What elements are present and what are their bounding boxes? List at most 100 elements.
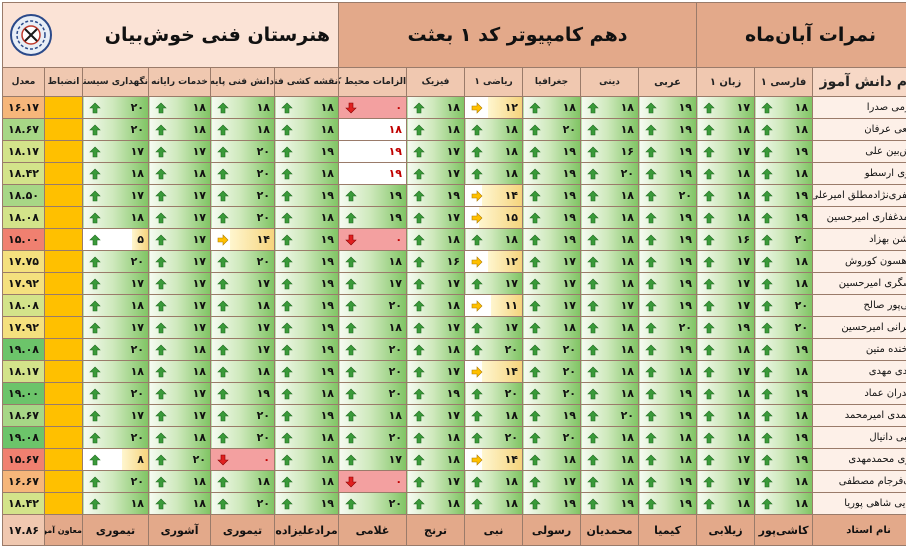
grade-cell-inner: ۱۷: [698, 142, 754, 162]
grade-cell: ۱۸: [580, 338, 640, 361]
grade-value: ۱۷: [388, 277, 403, 290]
arrow-up-icon: [645, 366, 657, 377]
arrow-up-icon: [703, 432, 715, 443]
grade-value: ۱۸: [620, 277, 635, 290]
grade-value: ۱۷: [736, 365, 751, 378]
behavior-cell: [44, 470, 84, 493]
grade-cell-inner: ۱۸: [582, 208, 638, 228]
grade-cell-inner: ۱۷: [408, 406, 464, 426]
grade-cell: ۱۷: [522, 250, 582, 273]
grade-value: ۱۷: [562, 475, 577, 488]
average-cell: ۱۸.۱۷: [1, 360, 46, 383]
column-header-average: معدل: [1, 67, 46, 97]
grade-value: ۱۸: [504, 167, 519, 180]
arrow-up-icon: [217, 146, 229, 157]
arrow-up-icon: [413, 146, 425, 157]
grade-cell: ۱۸: [696, 162, 756, 185]
grade-value: ۲۰: [794, 233, 809, 246]
arrow-up-icon: [645, 322, 657, 333]
grade-cell-inner: ۱۸: [698, 340, 754, 360]
grade-cell: ۱۷: [82, 272, 150, 295]
average-cell: ۱۹.۰۸: [1, 426, 46, 449]
arrow-up-icon: [281, 344, 293, 355]
grade-cell-inner: ۱۷: [698, 252, 754, 272]
grade-cell-inner: ۱۸: [340, 120, 406, 140]
grade-value: ۱۷: [562, 299, 577, 312]
grade-cell: ۱۸: [82, 492, 150, 515]
total-average: ۱۷.۸۶: [1, 514, 46, 546]
student-name: بدیعی عرفان: [812, 118, 906, 141]
arrow-up-icon: [587, 344, 599, 355]
grade-value: ۱۷: [446, 277, 461, 290]
grade-cell: ۱۷: [148, 294, 212, 317]
behavior-cell: [44, 382, 84, 405]
arrow-up-icon: [217, 300, 229, 311]
grade-value: ۲۰: [130, 255, 145, 268]
grade-cell: ۱۶: [580, 140, 640, 163]
arrow-up-icon: [217, 102, 229, 113]
grade-cell: ۱۸: [638, 426, 698, 449]
grade-value: ۱۹: [794, 211, 809, 224]
grade-cell: ۱۷: [148, 140, 212, 163]
grade-cell: ۱۹: [406, 382, 466, 405]
grade-cell-inner: ۱۹: [756, 340, 812, 360]
grade-value: ۱۸: [320, 475, 335, 488]
grade-cell-inner: ۱۸: [582, 230, 638, 250]
grade-cell: ۱۸: [338, 250, 408, 273]
grade-value: ۱۴: [504, 189, 519, 202]
grade-cell: ۱۸: [754, 492, 814, 515]
grade-cell: ۱۸: [580, 206, 640, 229]
arrow-up-icon: [471, 432, 483, 443]
arrow-up-icon: [761, 476, 773, 487]
school-header: هنرستان فنی خوش‌بیان: [1, 2, 340, 68]
grade-cell: ۱۸: [696, 426, 756, 449]
grade-value: ۱۸: [256, 475, 271, 488]
grade-value: ۲۰: [256, 431, 271, 444]
arrow-up-icon: [761, 234, 773, 245]
arrow-up-icon: [89, 476, 101, 487]
grade-value: ۱۷: [130, 189, 145, 202]
grade-cell-inner: ۱۷: [150, 252, 210, 272]
grade-value: ۱۸: [192, 365, 207, 378]
grade-cell-inner: ۱۷: [408, 142, 464, 162]
grade-cell-inner: ۱۹: [640, 230, 696, 250]
grade-cell: ۱۸: [338, 404, 408, 427]
grade-cell: ۱۷: [82, 184, 150, 207]
arrow-up-icon: [413, 234, 425, 245]
grade-cell-inner: ۱۸: [756, 274, 812, 294]
student-row: جعفری‌نژادمطلق امیرعلی۱۹۱۸۲۰۱۸۱۹۱۴۱۹۱۹۱۹…: [1, 184, 906, 207]
behavior-cell: [44, 206, 84, 229]
teacher-name: غلامی: [338, 514, 408, 546]
grade-cell: ۱۸: [210, 294, 276, 317]
grade-cell-inner: ۱۹: [756, 428, 812, 448]
grade-value: ۲۰: [678, 189, 693, 202]
arrow-up-icon: [761, 366, 773, 377]
grade-value: ۱۷: [446, 321, 461, 334]
grade-cell: ۱۸: [522, 316, 582, 339]
arrow-up-icon: [529, 212, 541, 223]
grade-fill-bar: [482, 185, 522, 206]
arrow-up-icon: [217, 432, 229, 443]
grade-value: ۲۰: [388, 431, 403, 444]
grade-cell: ۱۸: [580, 250, 640, 273]
grade-cell: ۱۹: [274, 294, 340, 317]
arrow-up-icon: [155, 454, 167, 465]
grade-cell-inner: ۱۸: [340, 252, 406, 272]
arrow-up-icon: [217, 322, 229, 333]
column-header-subject: زبان ۱: [696, 67, 756, 97]
grade-cell-inner: ۱۷: [150, 142, 210, 162]
grade-value: ۱۶: [736, 233, 751, 246]
grade-cell: ۱۹: [638, 338, 698, 361]
grade-value: ۱۷: [736, 453, 751, 466]
arrow-up-icon: [761, 212, 773, 223]
grade-cell: ۱۸: [754, 250, 814, 273]
grade-cell-inner: ۱۸: [698, 384, 754, 404]
grade-cell: ۲۰: [338, 338, 408, 361]
grade-cell-inner: ۱۹: [524, 494, 580, 514]
teacher-row: نام استاد کاشی‌پور زیلابی کیمیا محمدیان رسولی…: [1, 514, 906, 546]
grade-cell-inner: ۱۸: [466, 230, 522, 250]
student-row: نیک‌فرجام مصطفی۱۸۱۷۱۹۱۸۱۷۱۸۱۷۰۱۸۱۸۱۸۲۰۱۶…: [1, 470, 906, 493]
column-header-subject: خدمات رایانه: [148, 67, 212, 97]
